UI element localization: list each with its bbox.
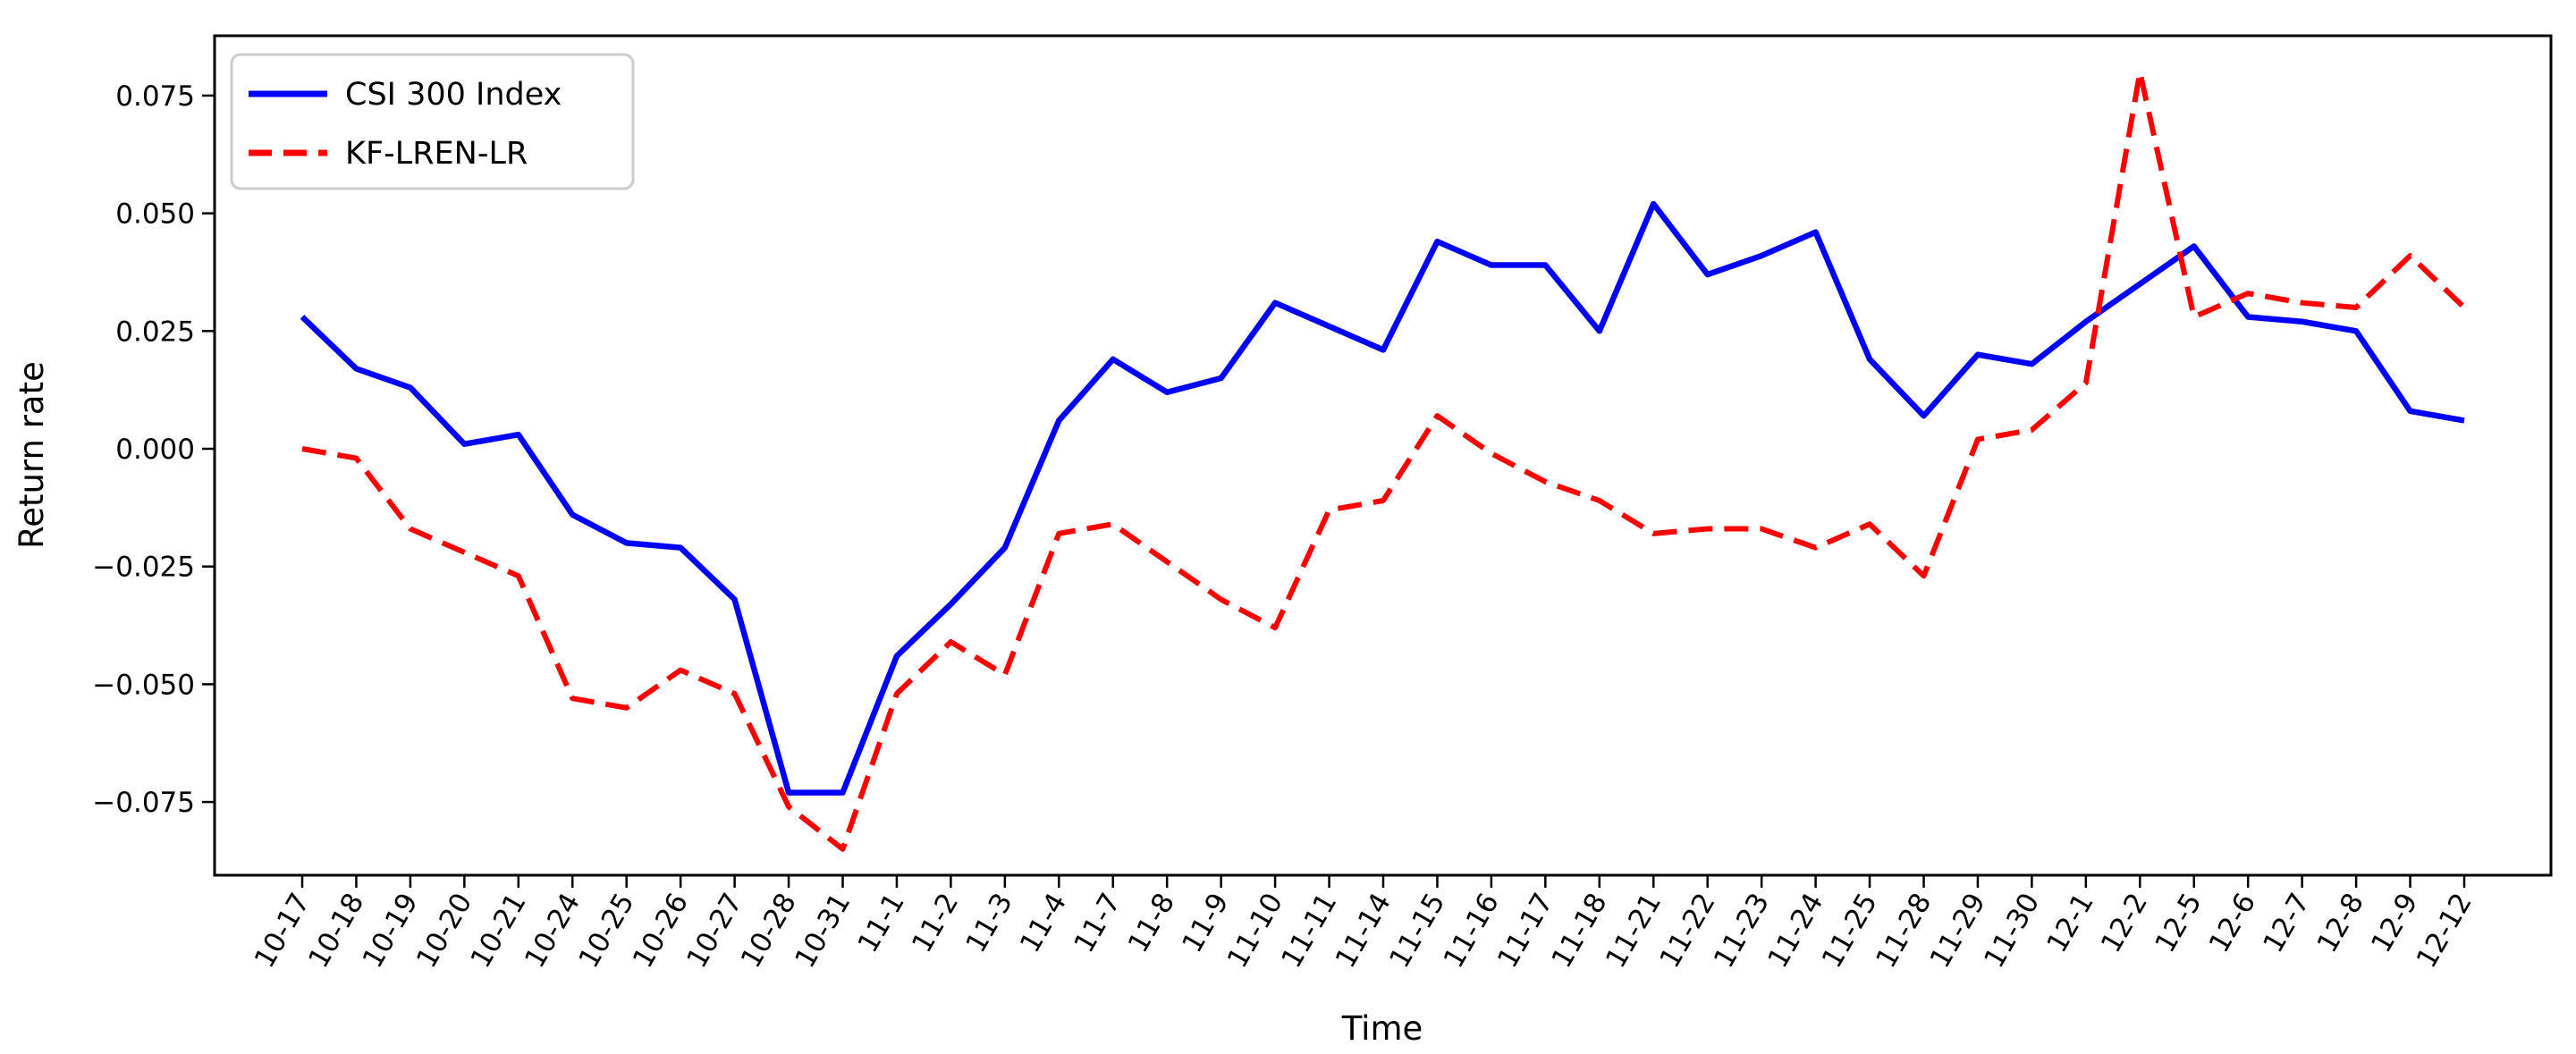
- y-tick-label: 0.025: [115, 316, 195, 348]
- y-tick-label: 0.050: [115, 198, 195, 231]
- series-line-csi-300-index: [300, 200, 2465, 796]
- x-tick-label: 11-7: [1068, 888, 1127, 958]
- y-tick-label: −0.025: [92, 552, 195, 584]
- ticks-layer: 0.075 0.050 0.025 0.000 −0.025 −0.050 −0.075 10…: [92, 80, 2479, 974]
- legend: CSI 300 Index KF-LREN-LR: [230, 53, 635, 190]
- x-tick-label: 12-5: [2149, 888, 2208, 958]
- legend-box: [230, 53, 635, 190]
- x-tick-label: 12-2: [2095, 888, 2154, 958]
- x-axis-title: Time: [1341, 1009, 1423, 1048]
- x-tick-label: 11-1: [852, 888, 911, 958]
- y-tick-label: −0.050: [92, 669, 195, 701]
- x-tick-label: 12-1: [2040, 888, 2099, 958]
- x-tick-label: 10-31: [789, 888, 857, 974]
- x-tick-label: 12-8: [2311, 888, 2370, 958]
- x-tick-label: 12-12: [2411, 888, 2479, 974]
- y-tick-label: 0.075: [115, 80, 195, 113]
- legend-label-csi300: CSI 300 Index: [345, 77, 562, 113]
- x-tick-label: 11-3: [959, 888, 1018, 958]
- series-line-kf-lren-lr: [301, 69, 2467, 852]
- x-tick-label: 11-2: [906, 888, 965, 958]
- y-tick-label: −0.075: [92, 787, 195, 819]
- y-axis-title: Return rate: [13, 361, 51, 549]
- x-tick-label: 11-4: [1014, 888, 1073, 958]
- x-tick-label: 11-30: [1978, 888, 2046, 974]
- y-tick-label: 0.000: [115, 434, 195, 466]
- legend-label-kf-lren-lr: KF-LREN-LR: [345, 136, 528, 172]
- x-tick-label: 12-6: [2203, 888, 2262, 958]
- x-tick-label: 11-8: [1122, 888, 1181, 958]
- series-layer: [300, 69, 2467, 852]
- x-tick-label: 12-7: [2257, 888, 2316, 958]
